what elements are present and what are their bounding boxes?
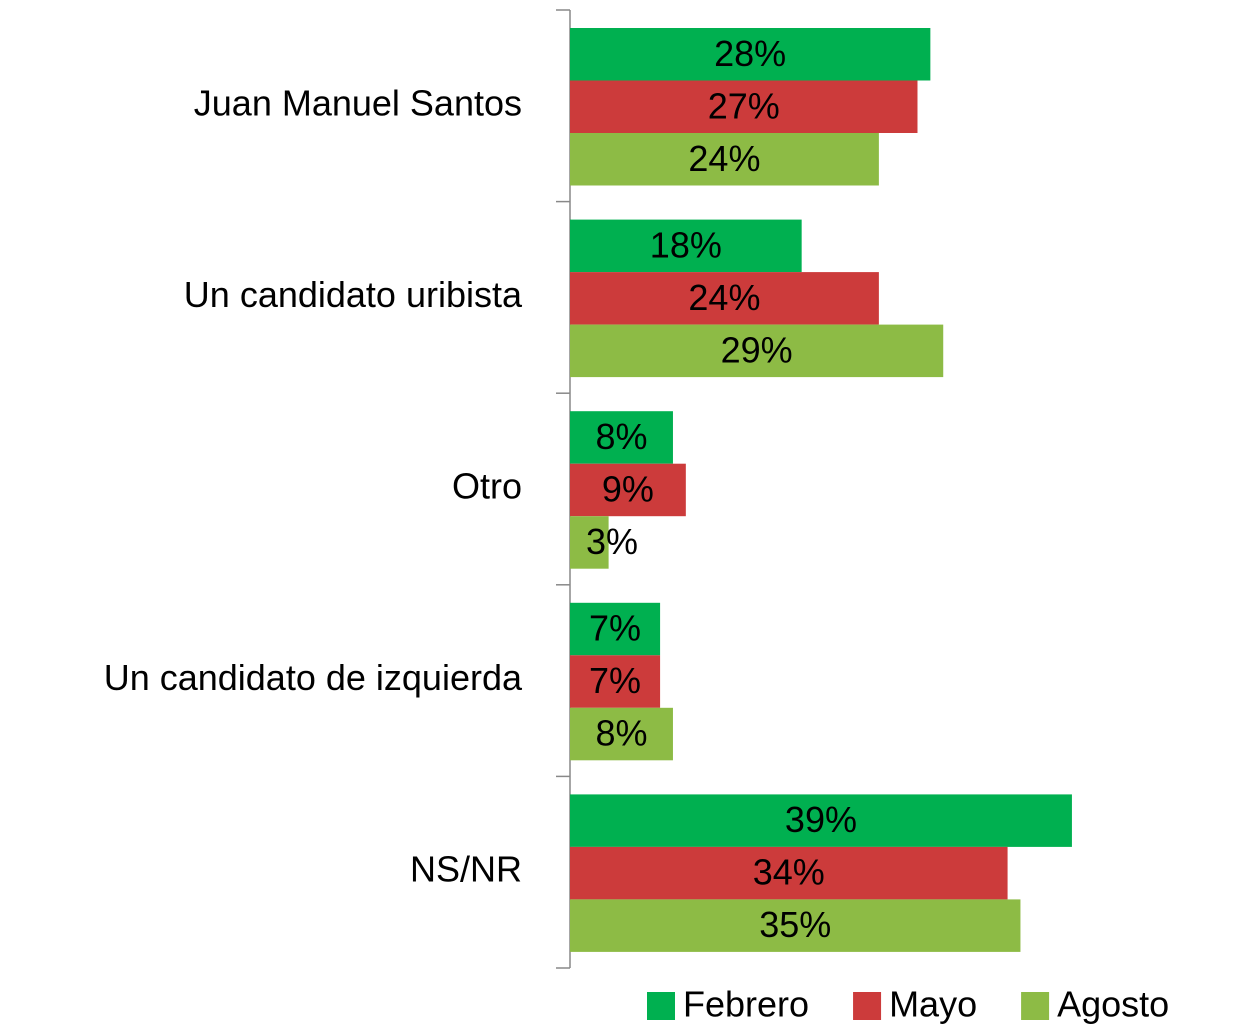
value-label: 8% [595, 416, 647, 457]
value-label: 24% [688, 138, 760, 179]
legend-swatch [1021, 992, 1050, 1020]
value-label: 8% [595, 713, 647, 754]
bar [570, 324, 944, 378]
value-label: 7% [589, 660, 641, 701]
category-label: Un candidato uribista [184, 274, 523, 315]
bar [570, 655, 661, 708]
value-label: 3% [586, 521, 638, 562]
value-label: 27% [708, 85, 780, 126]
bar [570, 133, 879, 186]
bar [570, 899, 1021, 952]
legend-label: Agosto [1057, 984, 1169, 1025]
bar [570, 219, 802, 273]
bar [570, 463, 686, 517]
bar [570, 28, 931, 81]
value-label: 24% [688, 277, 760, 318]
category-label: Otro [452, 466, 522, 507]
category-label: NS/NR [410, 849, 522, 890]
value-label: 7% [589, 608, 641, 649]
value-label: 39% [785, 799, 857, 840]
bar [570, 707, 673, 761]
legend-swatch [853, 992, 882, 1020]
bar [570, 272, 879, 325]
bar [570, 794, 1072, 847]
bar [570, 411, 673, 464]
legend-label: Febrero [683, 984, 809, 1025]
bar [570, 602, 661, 656]
value-label: 9% [602, 468, 654, 509]
value-label: 34% [753, 852, 825, 893]
value-label: 35% [759, 904, 831, 945]
legend-swatch [647, 992, 675, 1020]
bar [570, 516, 609, 569]
bar [570, 80, 918, 133]
category-label: Un candidato de izquierda [104, 657, 523, 698]
value-label: 18% [650, 224, 722, 265]
bar [570, 846, 1008, 900]
category-label: Juan Manuel Santos [194, 82, 522, 123]
legend-label: Mayo [889, 984, 977, 1025]
value-label: 29% [721, 329, 793, 370]
value-label: 28% [714, 33, 786, 74]
